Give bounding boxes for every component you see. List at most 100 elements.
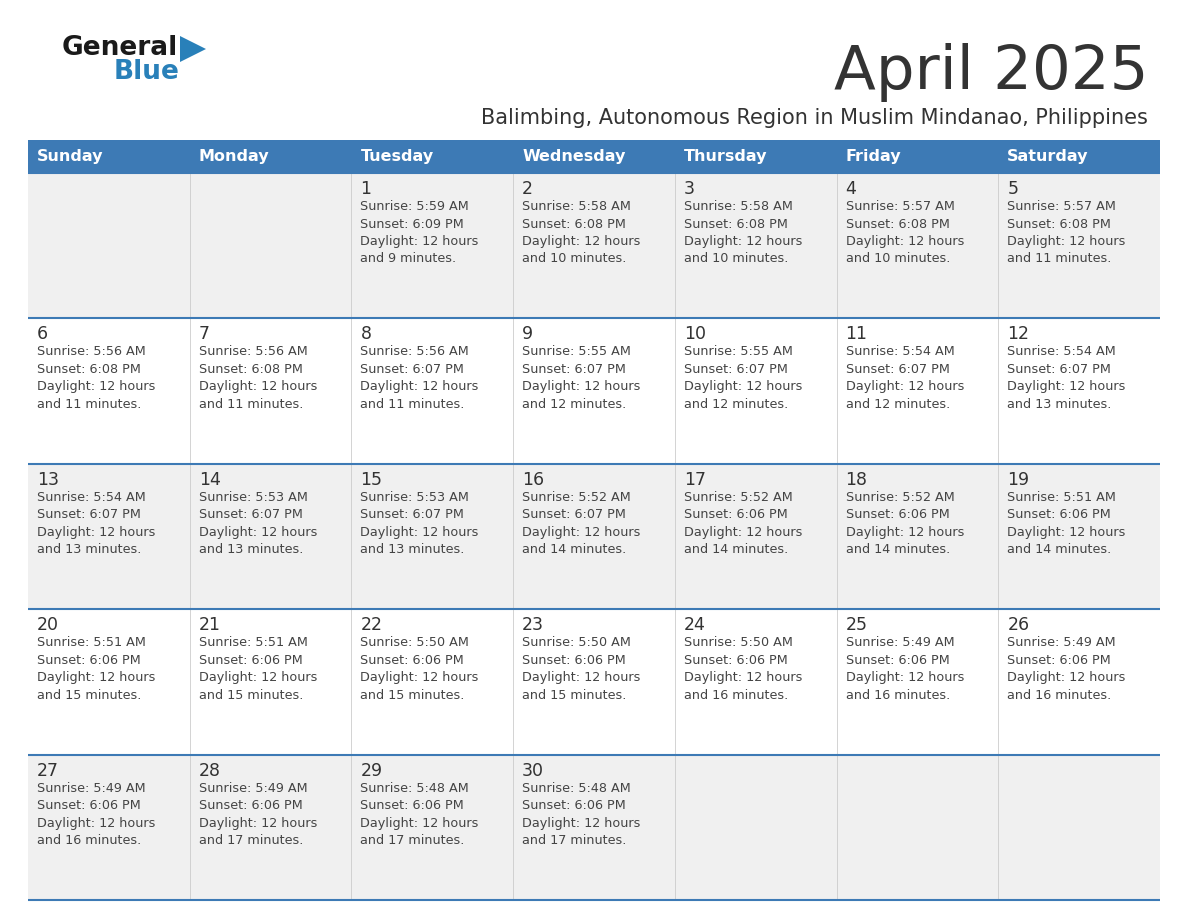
Text: and 14 minutes.: and 14 minutes. (684, 543, 788, 556)
Text: 9: 9 (523, 325, 533, 343)
Text: Thursday: Thursday (684, 149, 767, 164)
Text: Sunrise: 5:56 AM: Sunrise: 5:56 AM (198, 345, 308, 358)
Text: Daylight: 12 hours: Daylight: 12 hours (684, 380, 802, 394)
Text: 24: 24 (684, 616, 706, 634)
Text: Sunset: 6:06 PM: Sunset: 6:06 PM (198, 654, 303, 666)
Text: 12: 12 (1007, 325, 1029, 343)
Text: Sunrise: 5:51 AM: Sunrise: 5:51 AM (37, 636, 146, 649)
Text: Sunrise: 5:53 AM: Sunrise: 5:53 AM (198, 491, 308, 504)
Text: Daylight: 12 hours: Daylight: 12 hours (846, 671, 963, 684)
Text: and 14 minutes.: and 14 minutes. (846, 543, 950, 556)
Text: General: General (62, 35, 178, 61)
Text: 22: 22 (360, 616, 383, 634)
Text: and 11 minutes.: and 11 minutes. (1007, 252, 1112, 265)
Text: and 10 minutes.: and 10 minutes. (523, 252, 626, 265)
Text: Daylight: 12 hours: Daylight: 12 hours (1007, 380, 1126, 394)
Bar (29, 173, 1159, 319)
Text: Sunrise: 5:51 AM: Sunrise: 5:51 AM (1007, 491, 1117, 504)
Text: 23: 23 (523, 616, 544, 634)
Text: and 15 minutes.: and 15 minutes. (198, 688, 303, 701)
Text: Sunset: 6:06 PM: Sunset: 6:06 PM (360, 799, 465, 812)
Text: Sunrise: 5:58 AM: Sunrise: 5:58 AM (523, 200, 631, 213)
Text: Sunrise: 5:59 AM: Sunrise: 5:59 AM (360, 200, 469, 213)
Text: and 11 minutes.: and 11 minutes. (360, 397, 465, 411)
Bar (29, 755, 1159, 900)
Text: and 12 minutes.: and 12 minutes. (846, 397, 950, 411)
Text: Sunrise: 5:53 AM: Sunrise: 5:53 AM (360, 491, 469, 504)
Text: Daylight: 12 hours: Daylight: 12 hours (523, 526, 640, 539)
Text: and 14 minutes.: and 14 minutes. (523, 543, 626, 556)
Text: Sunset: 6:06 PM: Sunset: 6:06 PM (684, 654, 788, 666)
Text: 2: 2 (523, 180, 533, 198)
Text: Daylight: 12 hours: Daylight: 12 hours (360, 671, 479, 684)
Text: and 16 minutes.: and 16 minutes. (684, 688, 788, 701)
Text: Daylight: 12 hours: Daylight: 12 hours (1007, 671, 1126, 684)
Text: Daylight: 12 hours: Daylight: 12 hours (360, 817, 479, 830)
Text: 7: 7 (198, 325, 210, 343)
Bar (29, 464, 1159, 610)
Text: Sunset: 6:08 PM: Sunset: 6:08 PM (198, 363, 303, 375)
Text: Daylight: 12 hours: Daylight: 12 hours (198, 817, 317, 830)
Text: 29: 29 (360, 762, 383, 779)
Text: Sunrise: 5:48 AM: Sunrise: 5:48 AM (360, 781, 469, 795)
Text: 5: 5 (1007, 180, 1018, 198)
Text: Daylight: 12 hours: Daylight: 12 hours (846, 380, 963, 394)
Text: Sunrise: 5:55 AM: Sunrise: 5:55 AM (684, 345, 792, 358)
Text: April 2025: April 2025 (834, 42, 1148, 102)
Text: Sunrise: 5:49 AM: Sunrise: 5:49 AM (198, 781, 308, 795)
Text: 26: 26 (1007, 616, 1030, 634)
Text: 6: 6 (37, 325, 49, 343)
Text: Sunrise: 5:54 AM: Sunrise: 5:54 AM (1007, 345, 1116, 358)
Polygon shape (181, 36, 206, 62)
Text: Sunset: 6:07 PM: Sunset: 6:07 PM (1007, 363, 1111, 375)
Text: Sunrise: 5:54 AM: Sunrise: 5:54 AM (37, 491, 146, 504)
Text: Daylight: 12 hours: Daylight: 12 hours (198, 671, 317, 684)
Text: and 15 minutes.: and 15 minutes. (360, 688, 465, 701)
Text: Sunset: 6:07 PM: Sunset: 6:07 PM (523, 363, 626, 375)
Text: Sunrise: 5:50 AM: Sunrise: 5:50 AM (684, 636, 792, 649)
Text: Sunset: 6:07 PM: Sunset: 6:07 PM (37, 509, 141, 521)
Text: Sunset: 6:07 PM: Sunset: 6:07 PM (198, 509, 303, 521)
Text: and 15 minutes.: and 15 minutes. (37, 688, 141, 701)
Text: Monday: Monday (198, 149, 270, 164)
Text: 28: 28 (198, 762, 221, 779)
Text: Sunrise: 5:52 AM: Sunrise: 5:52 AM (846, 491, 954, 504)
Text: and 12 minutes.: and 12 minutes. (523, 397, 626, 411)
Text: Sunset: 6:06 PM: Sunset: 6:06 PM (1007, 654, 1111, 666)
Text: Sunrise: 5:50 AM: Sunrise: 5:50 AM (523, 636, 631, 649)
Text: Daylight: 12 hours: Daylight: 12 hours (1007, 235, 1126, 248)
Text: Sunset: 6:07 PM: Sunset: 6:07 PM (360, 363, 465, 375)
Text: and 13 minutes.: and 13 minutes. (37, 543, 141, 556)
Bar (29, 319, 1159, 464)
Text: Daylight: 12 hours: Daylight: 12 hours (360, 380, 479, 394)
Text: Balimbing, Autonomous Region in Muslim Mindanao, Philippines: Balimbing, Autonomous Region in Muslim M… (481, 108, 1148, 128)
Text: Sunset: 6:08 PM: Sunset: 6:08 PM (523, 218, 626, 230)
Text: 20: 20 (37, 616, 59, 634)
Text: Sunset: 6:07 PM: Sunset: 6:07 PM (523, 509, 626, 521)
Text: Sunrise: 5:50 AM: Sunrise: 5:50 AM (360, 636, 469, 649)
Text: and 13 minutes.: and 13 minutes. (1007, 397, 1112, 411)
Text: Sunset: 6:06 PM: Sunset: 6:06 PM (523, 799, 626, 812)
Bar (29, 610, 1159, 755)
Text: and 17 minutes.: and 17 minutes. (198, 834, 303, 847)
Text: Tuesday: Tuesday (360, 149, 434, 164)
Text: and 17 minutes.: and 17 minutes. (523, 834, 626, 847)
Text: and 9 minutes.: and 9 minutes. (360, 252, 456, 265)
Text: 11: 11 (846, 325, 867, 343)
Text: and 17 minutes.: and 17 minutes. (360, 834, 465, 847)
Text: and 12 minutes.: and 12 minutes. (684, 397, 788, 411)
Text: Daylight: 12 hours: Daylight: 12 hours (360, 526, 479, 539)
Text: Daylight: 12 hours: Daylight: 12 hours (684, 671, 802, 684)
Text: and 13 minutes.: and 13 minutes. (198, 543, 303, 556)
Text: 25: 25 (846, 616, 867, 634)
Text: Saturday: Saturday (1007, 149, 1088, 164)
Text: Sunset: 6:07 PM: Sunset: 6:07 PM (360, 509, 465, 521)
Text: Daylight: 12 hours: Daylight: 12 hours (37, 526, 156, 539)
Text: Sunset: 6:06 PM: Sunset: 6:06 PM (37, 654, 140, 666)
Text: Sunrise: 5:55 AM: Sunrise: 5:55 AM (523, 345, 631, 358)
Text: 19: 19 (1007, 471, 1030, 488)
Text: Sunset: 6:06 PM: Sunset: 6:06 PM (523, 654, 626, 666)
Text: Daylight: 12 hours: Daylight: 12 hours (846, 235, 963, 248)
Text: 14: 14 (198, 471, 221, 488)
Text: Daylight: 12 hours: Daylight: 12 hours (684, 235, 802, 248)
